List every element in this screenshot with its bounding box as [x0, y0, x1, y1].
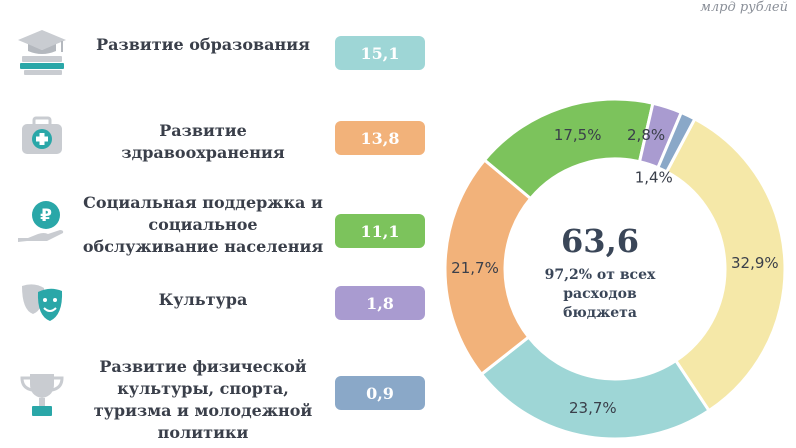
category-row-health: Развитие здравоохранения 13,8 [0, 108, 440, 166]
donut-slice-label-3: 17,5% [554, 126, 602, 144]
donut-slice-0 [664, 116, 787, 413]
donut-slice-label-4: 2,8% [627, 126, 665, 144]
donut-slice-label-5: 1,4% [635, 168, 673, 186]
donut-slice-label-0: 32,9% [731, 254, 779, 272]
category-label-sport: Развитие физической культуры, спорта, ту… [93, 357, 313, 442]
unit-label: млрд рублей [700, 0, 788, 15]
trophy-cup-icon [20, 374, 64, 416]
category-value-education: 15,1 [335, 36, 425, 70]
category-label-social: Социальная поддержка и социальное обслуж… [82, 193, 324, 256]
category-row-sport: Развитие физической культуры, спорта, ту… [0, 352, 440, 442]
category-label-culture: Культура [158, 290, 248, 309]
donut-center-note: 97,2% от всех расходов бюджета [544, 267, 656, 321]
theatre-masks-icon [22, 284, 63, 321]
donut-slice-5 [655, 110, 697, 174]
category-label-education: Развитие образования [96, 35, 310, 54]
donut-slice-label-2: 21,7% [451, 259, 499, 277]
donut-slice-label-1: 23,7% [569, 399, 617, 417]
category-row-culture: Культура 1,8 [0, 278, 440, 328]
category-value-social: 11,1 [335, 214, 425, 248]
ruble-coin-hand-icon: ₽ [18, 201, 64, 242]
category-label-health: Развитие здравоохранения [121, 121, 285, 162]
graduation-cap-books-icon [18, 30, 66, 75]
svg-text:₽: ₽ [40, 206, 52, 226]
medical-kit-icon [22, 116, 62, 154]
category-value-sport: 0,9 [335, 376, 425, 410]
donut-center-value: 63,6 [561, 222, 639, 260]
category-value-health: 13,8 [335, 121, 425, 155]
budget-donut-chart: 32,9% 23,7% 21,7% 17,5% 2,8% 1,4% [443, 97, 787, 441]
category-row-education: Развитие образования 15,1 [0, 22, 440, 80]
donut-slice-1 [479, 334, 712, 441]
category-value-culture: 1,8 [335, 286, 425, 320]
category-row-social: ₽ Социальная поддержка и социальное обсл… [0, 188, 440, 264]
